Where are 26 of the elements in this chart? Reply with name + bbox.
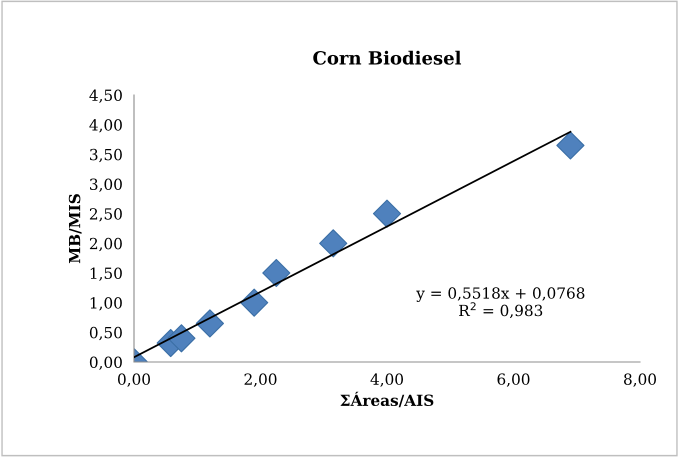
point — [372, 200, 402, 228]
y-tick-label: 0,50 — [90, 326, 122, 340]
annotation: y = 0,5518x + 0,0768 R$^{2}$ = 0,983 — [416, 287, 584, 318]
y-tick-label: 2,00 — [90, 238, 122, 252]
y-tick-label: 1,50 — [90, 267, 122, 281]
chart-title: Corn Biodiesel — [313, 50, 462, 65]
point — [240, 288, 268, 317]
point — [167, 324, 196, 352]
point — [319, 229, 348, 258]
y-tick-label: 1,00 — [90, 297, 122, 311]
point — [556, 131, 585, 160]
y-tick-label: 3,00 — [90, 178, 122, 192]
y-tick-label: 0,00 — [90, 356, 122, 370]
point — [196, 309, 224, 338]
x-tick-label: 6,00 — [498, 373, 530, 387]
x-tick-label: 2,00 — [244, 373, 276, 387]
x-tick-label: 4,00 — [370, 373, 403, 387]
x-tick-label: 0,00 — [118, 373, 150, 387]
y-tick-label: 3,50 — [90, 148, 122, 162]
y-tick-label: 2,50 — [90, 208, 122, 222]
y-axis-title: MB/MIS — [68, 194, 82, 264]
y-tick-label: 4,00 — [89, 119, 122, 133]
point — [262, 258, 290, 288]
x-axis-title: ΣÁreas/AIS — [340, 392, 434, 408]
y-tick-label: 4,50 — [89, 89, 122, 103]
x-tick-label: 8,00 — [624, 373, 656, 387]
